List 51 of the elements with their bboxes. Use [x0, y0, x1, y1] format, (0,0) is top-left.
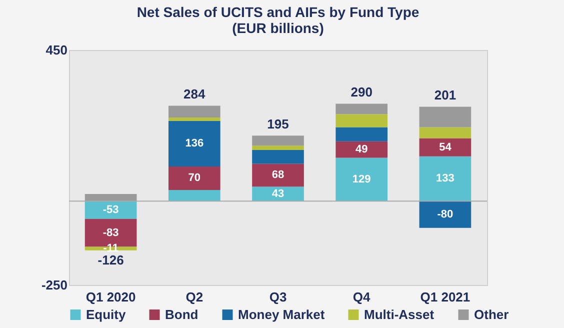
legend-label: Bond: [165, 306, 198, 322]
x-tick-label: Q3: [269, 290, 287, 304]
y-tick-label: -250: [41, 278, 68, 292]
bar: [419, 156, 472, 202]
bar: [84, 201, 137, 219]
bar: [336, 141, 388, 158]
data-label: 70: [188, 172, 201, 184]
bar: [168, 166, 220, 190]
total-label: -126: [98, 252, 124, 268]
bar: [336, 104, 388, 114]
bar: [84, 194, 137, 202]
legend-label: Other: [474, 306, 509, 322]
bar: [419, 127, 472, 138]
bar: [168, 120, 220, 166]
total-label: 195: [267, 116, 289, 132]
data-label: -53: [102, 204, 119, 216]
legend-label: Equity: [86, 306, 126, 322]
total-label: 284: [184, 86, 206, 102]
data-label: 43: [272, 188, 284, 200]
bar: [252, 164, 304, 187]
bar: [419, 106, 472, 128]
bar: [252, 146, 304, 150]
legend-label: Money Market: [238, 306, 326, 322]
bar: [419, 138, 472, 156]
data-label: 133: [436, 172, 454, 185]
bar: [336, 127, 388, 142]
bar: [168, 190, 220, 202]
data-label: 136: [185, 138, 204, 150]
bar: [336, 158, 388, 202]
data-label: 54: [439, 141, 452, 154]
x-tick-label: Q1 2020: [86, 290, 136, 304]
legend-label: Multi-Asset: [364, 306, 435, 322]
bar: [336, 114, 388, 128]
chart-title: Net Sales of UCITS and AIFs by Fund Type: [136, 4, 420, 20]
data-label: 49: [355, 144, 368, 156]
x-tick-label: Q1 2021: [420, 290, 470, 304]
bar: [168, 106, 220, 118]
data-label: 129: [352, 173, 371, 186]
x-tick-label: Q4: [352, 290, 372, 304]
bar: [252, 136, 304, 146]
chart-subtitle: (EUR billions): [232, 20, 324, 36]
bar: [252, 150, 304, 164]
data-label: -83: [102, 226, 119, 239]
y-tick-label: 450: [46, 42, 68, 58]
bar: [419, 201, 472, 228]
total-label: 201: [434, 88, 456, 103]
bar: [168, 117, 220, 121]
x-tick-label: Q2: [186, 290, 204, 304]
data-label: 68: [272, 169, 284, 182]
total-label: 290: [350, 84, 372, 100]
data-label: -80: [437, 208, 454, 220]
